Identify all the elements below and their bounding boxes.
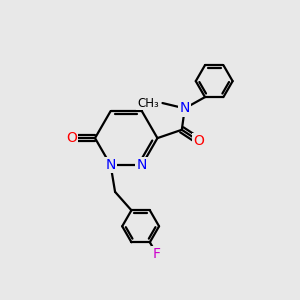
Text: N: N bbox=[180, 101, 190, 116]
Text: O: O bbox=[66, 131, 77, 145]
Text: N: N bbox=[136, 158, 147, 172]
Text: CH₃: CH₃ bbox=[137, 97, 159, 110]
Text: O: O bbox=[194, 134, 205, 148]
Text: F: F bbox=[152, 247, 160, 261]
Text: N: N bbox=[105, 158, 116, 172]
